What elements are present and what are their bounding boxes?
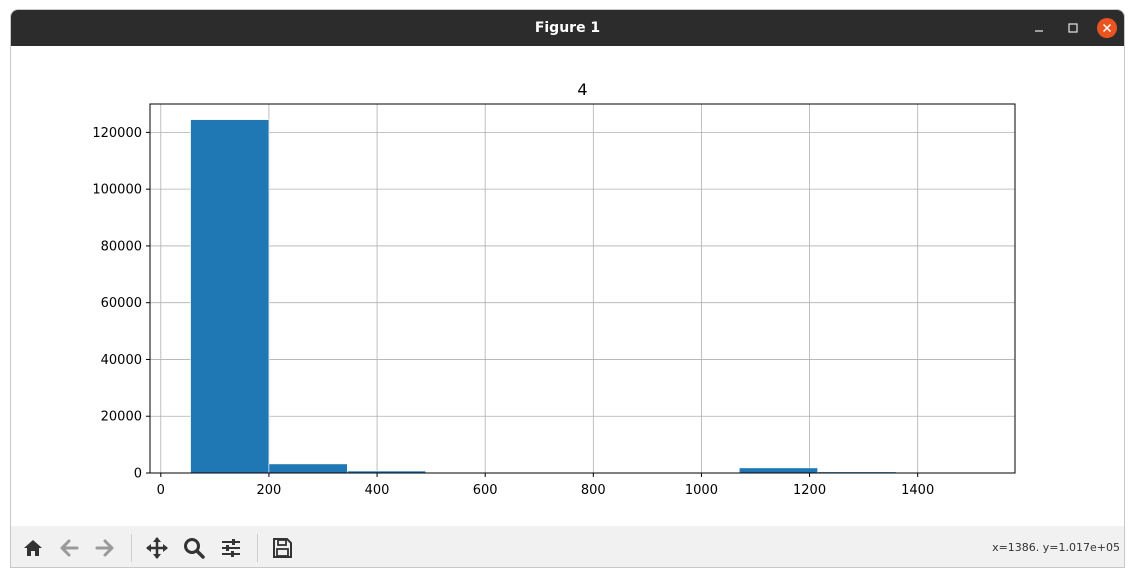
x-tick-label: 800 [581,483,606,498]
x-tick-label: 1200 [793,483,826,498]
y-tick-label: 120000 [92,126,142,141]
window-title: Figure 1 [534,20,601,36]
grid-lines [150,104,1015,474]
chart-title: 4 [577,80,587,99]
y-axis-ticks: 0 20000 40000 60000 80000 100000 120000 [92,126,150,482]
pan-button[interactable] [143,534,171,562]
histogram-bars [190,119,897,474]
zoom-icon [184,538,205,559]
close-button[interactable] [1097,18,1117,38]
configure-subplots-button[interactable] [217,534,245,562]
x-tick-label: 1400 [901,483,934,498]
pan-icon [146,537,168,559]
maximize-button[interactable] [1063,18,1083,38]
y-tick-label: 100000 [92,183,142,198]
back-button[interactable] [55,534,83,562]
y-tick-label: 0 [134,467,142,482]
x-axis-ticks: 0 200 400 600 800 1000 1200 1400 [157,473,934,498]
histogram-chart: 0 200 400 600 800 1000 1200 1400 0 20000 40000 600… [92,80,1016,498]
histogram-bar [268,463,348,474]
back-arrow-icon [60,539,79,557]
y-tick-label: 60000 [101,296,142,311]
minimize-button[interactable] [1029,18,1049,38]
y-tick-label: 80000 [101,239,142,254]
maximize-icon [1068,23,1078,33]
y-tick-label: 20000 [101,410,142,425]
zoom-button[interactable] [180,534,208,562]
save-button[interactable] [268,534,296,562]
toolbar-separator [131,534,132,562]
toolbar-separator [257,534,258,562]
home-icon [24,540,42,556]
x-tick-label: 200 [257,483,282,498]
cursor-coordinates: x=1386. y=1.017e+05 [992,541,1120,554]
forward-button[interactable] [91,534,119,562]
forward-arrow-icon [95,539,114,557]
x-tick-label: 400 [365,483,390,498]
histogram-bar [738,467,818,474]
navigation-toolbar: x=1386. y=1.017e+05 [11,526,1124,567]
minimize-icon [1035,30,1043,32]
plot-area[interactable]: 0 200 400 600 800 1000 1200 1400 0 20000 40000 600… [11,46,1124,526]
x-tick-label: 1000 [685,483,718,498]
axes-frame [149,103,1016,474]
close-icon [1102,23,1112,33]
home-button[interactable] [19,534,47,562]
x-tick-label: 0 [157,483,165,498]
configure-subplots-icon [222,539,240,557]
y-tick-label: 40000 [101,353,142,368]
histogram-bar [190,119,270,474]
x-tick-label: 600 [473,483,498,498]
title-bar: Figure 1 [11,10,1124,46]
figure-window: Figure 1 0 200 400 600 800 1000 1200 1400 0 2000… [10,9,1125,568]
save-icon [273,538,292,558]
